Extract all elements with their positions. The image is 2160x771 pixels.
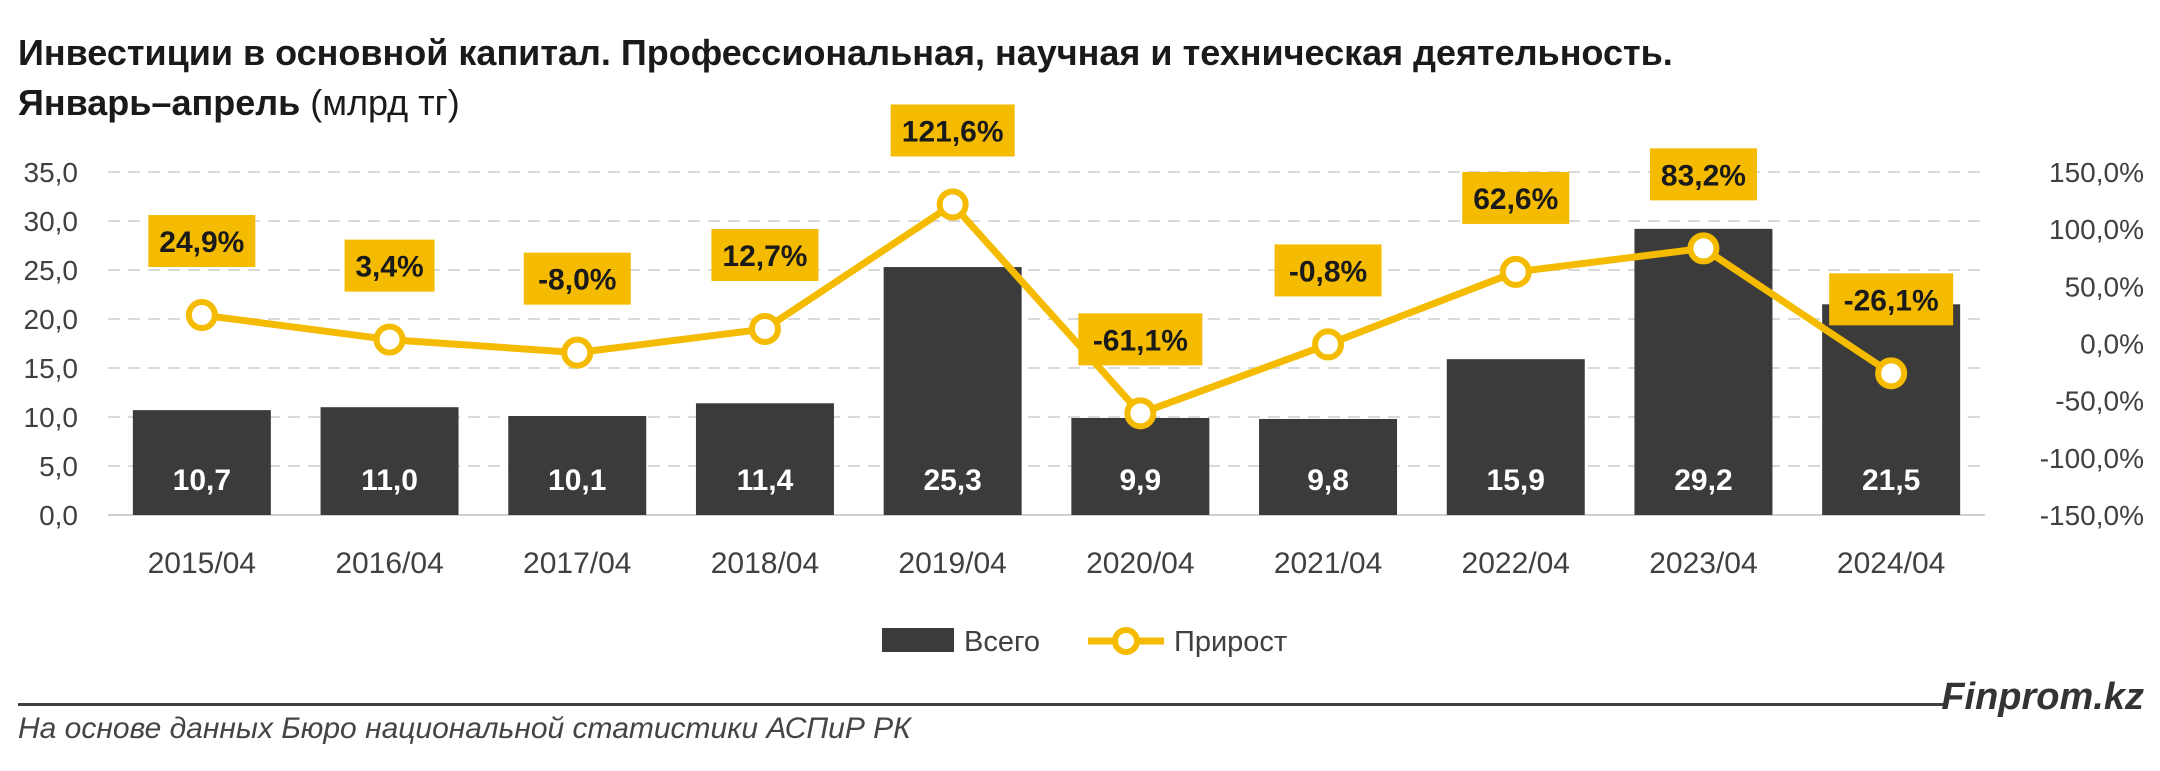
growth-label-box: [344, 239, 435, 292]
growth-point-2015/04: [185, 299, 218, 332]
x-tick-label: 2017/04: [523, 547, 631, 580]
x-tick-label: 2016/04: [335, 547, 443, 580]
brand-logo-text: Finprom.kz: [1941, 676, 2144, 718]
growth-label-box: [1649, 148, 1757, 201]
bar-value-label: 10,1: [548, 464, 606, 497]
y-left-tick-label: 10,0: [24, 402, 79, 433]
y-right-tick-label: 150,0%: [2049, 157, 2144, 188]
growth-value-label: 3,4%: [355, 251, 423, 284]
bar-value-label: 11,4: [737, 464, 794, 497]
legend-swatch-bar: [882, 628, 954, 652]
growth-label-box: [1462, 171, 1570, 224]
growth-label-box: [890, 104, 1015, 157]
y-right-tick-label: 0,0%: [2080, 329, 2144, 360]
footer-divider: [18, 703, 1948, 706]
bar-value-label: 11,0: [361, 464, 418, 497]
growth-value-label: 121,6%: [902, 115, 1004, 148]
growth-value-label: -26,1%: [1844, 284, 1939, 317]
bar-2022/04: [1446, 359, 1585, 515]
x-tick-label: 2019/04: [898, 547, 1006, 580]
y-left-tick-label: 15,0: [24, 353, 79, 384]
y-right-tick-label: -50,0%: [2055, 386, 2144, 417]
growth-label-box: [1274, 244, 1382, 297]
y-left-tick-label: 5,0: [39, 451, 78, 482]
bar-2019/04: [883, 267, 1022, 515]
growth-label-box: [1829, 273, 1954, 326]
y-right-tick-label: -150,0%: [2040, 500, 2144, 531]
x-tick-label: 2023/04: [1649, 547, 1757, 580]
x-tick-label: 2024/04: [1837, 547, 1945, 580]
x-tick-label: 2015/04: [148, 547, 256, 580]
growth-value-label: 62,6%: [1473, 183, 1558, 216]
growth-value-label: 83,2%: [1661, 159, 1746, 192]
y-left-tick-label: 35,0: [24, 157, 79, 188]
x-tick-label: 2022/04: [1462, 547, 1570, 580]
x-tick-label: 2021/04: [1274, 547, 1382, 580]
growth-label-box: [1078, 313, 1203, 366]
bar-2016/04: [320, 407, 459, 515]
growth-point-2023/04: [1687, 232, 1720, 265]
bar-2018/04: [695, 403, 834, 515]
growth-point-2021/04: [1312, 328, 1345, 361]
growth-point-2019/04: [936, 188, 969, 221]
growth-value-label: -8,0%: [538, 264, 616, 297]
growth-value-label: -61,1%: [1093, 324, 1188, 357]
y-left-tick-label: 20,0: [24, 304, 79, 335]
bar-value-label: 9,8: [1307, 464, 1349, 497]
y-right-tick-label: 50,0%: [2065, 271, 2144, 302]
growth-point-2018/04: [748, 312, 781, 345]
bar-2017/04: [508, 416, 647, 515]
source-note: На основе данных Бюро национальной стати…: [18, 712, 911, 745]
y-right-tick-label: -100,0%: [2040, 443, 2144, 474]
bar-2021/04: [1259, 418, 1398, 515]
chart-title: Инвестиции в основной капитал. Профессио…: [18, 28, 1673, 128]
chart-title-line1: Инвестиции в основной капитал. Профессио…: [18, 32, 1673, 73]
bar-value-label: 25,3: [923, 464, 981, 497]
y-left-tick-label: 0,0: [39, 500, 78, 531]
legend-label: Прирост: [1174, 626, 1287, 658]
growth-label-box: [711, 228, 819, 281]
bar-value-label: 29,2: [1674, 464, 1732, 497]
growth-point-2024/04: [1875, 357, 1908, 390]
y-left-tick-label: 30,0: [24, 206, 79, 237]
bar-value-label: 21,5: [1862, 464, 1920, 497]
growth-value-label: 12,7%: [722, 240, 807, 273]
bar-value-label: 10,7: [173, 464, 231, 497]
growth-value-label: 24,9%: [159, 226, 244, 259]
bar-2015/04: [132, 410, 271, 515]
bar-value-label: 9,9: [1119, 464, 1161, 497]
y-left-tick-label: 25,0: [24, 255, 79, 286]
growth-line: [201, 200, 1894, 417]
x-tick-label: 2020/04: [1086, 547, 1194, 580]
growth-point-2016/04: [373, 323, 406, 356]
growth-label-box: [523, 252, 631, 305]
growth-label-box: [148, 215, 256, 268]
investment-chart: 0,0 5,0 10,0 15,0 20,0 25,0 30,0 35,0 -150,0% -10…: [24, 104, 2144, 658]
growth-point-2017/04: [561, 336, 594, 369]
bar-2020/04: [1071, 417, 1210, 515]
legend-swatch-marker: [1112, 627, 1140, 655]
growth-value-label: -0,8%: [1289, 255, 1367, 288]
bar-value-label: 15,9: [1487, 464, 1545, 497]
growth-point-2022/04: [1499, 255, 1532, 288]
chart-title-period: Январь–апрель: [18, 82, 301, 123]
chart-title-unit: (млрд тг): [300, 82, 460, 123]
y-right-tick-label: 100,0%: [2049, 214, 2144, 245]
x-tick-label: 2018/04: [711, 547, 819, 580]
growth-point-2020/04: [1124, 397, 1157, 430]
legend-label: Всего: [964, 626, 1040, 658]
